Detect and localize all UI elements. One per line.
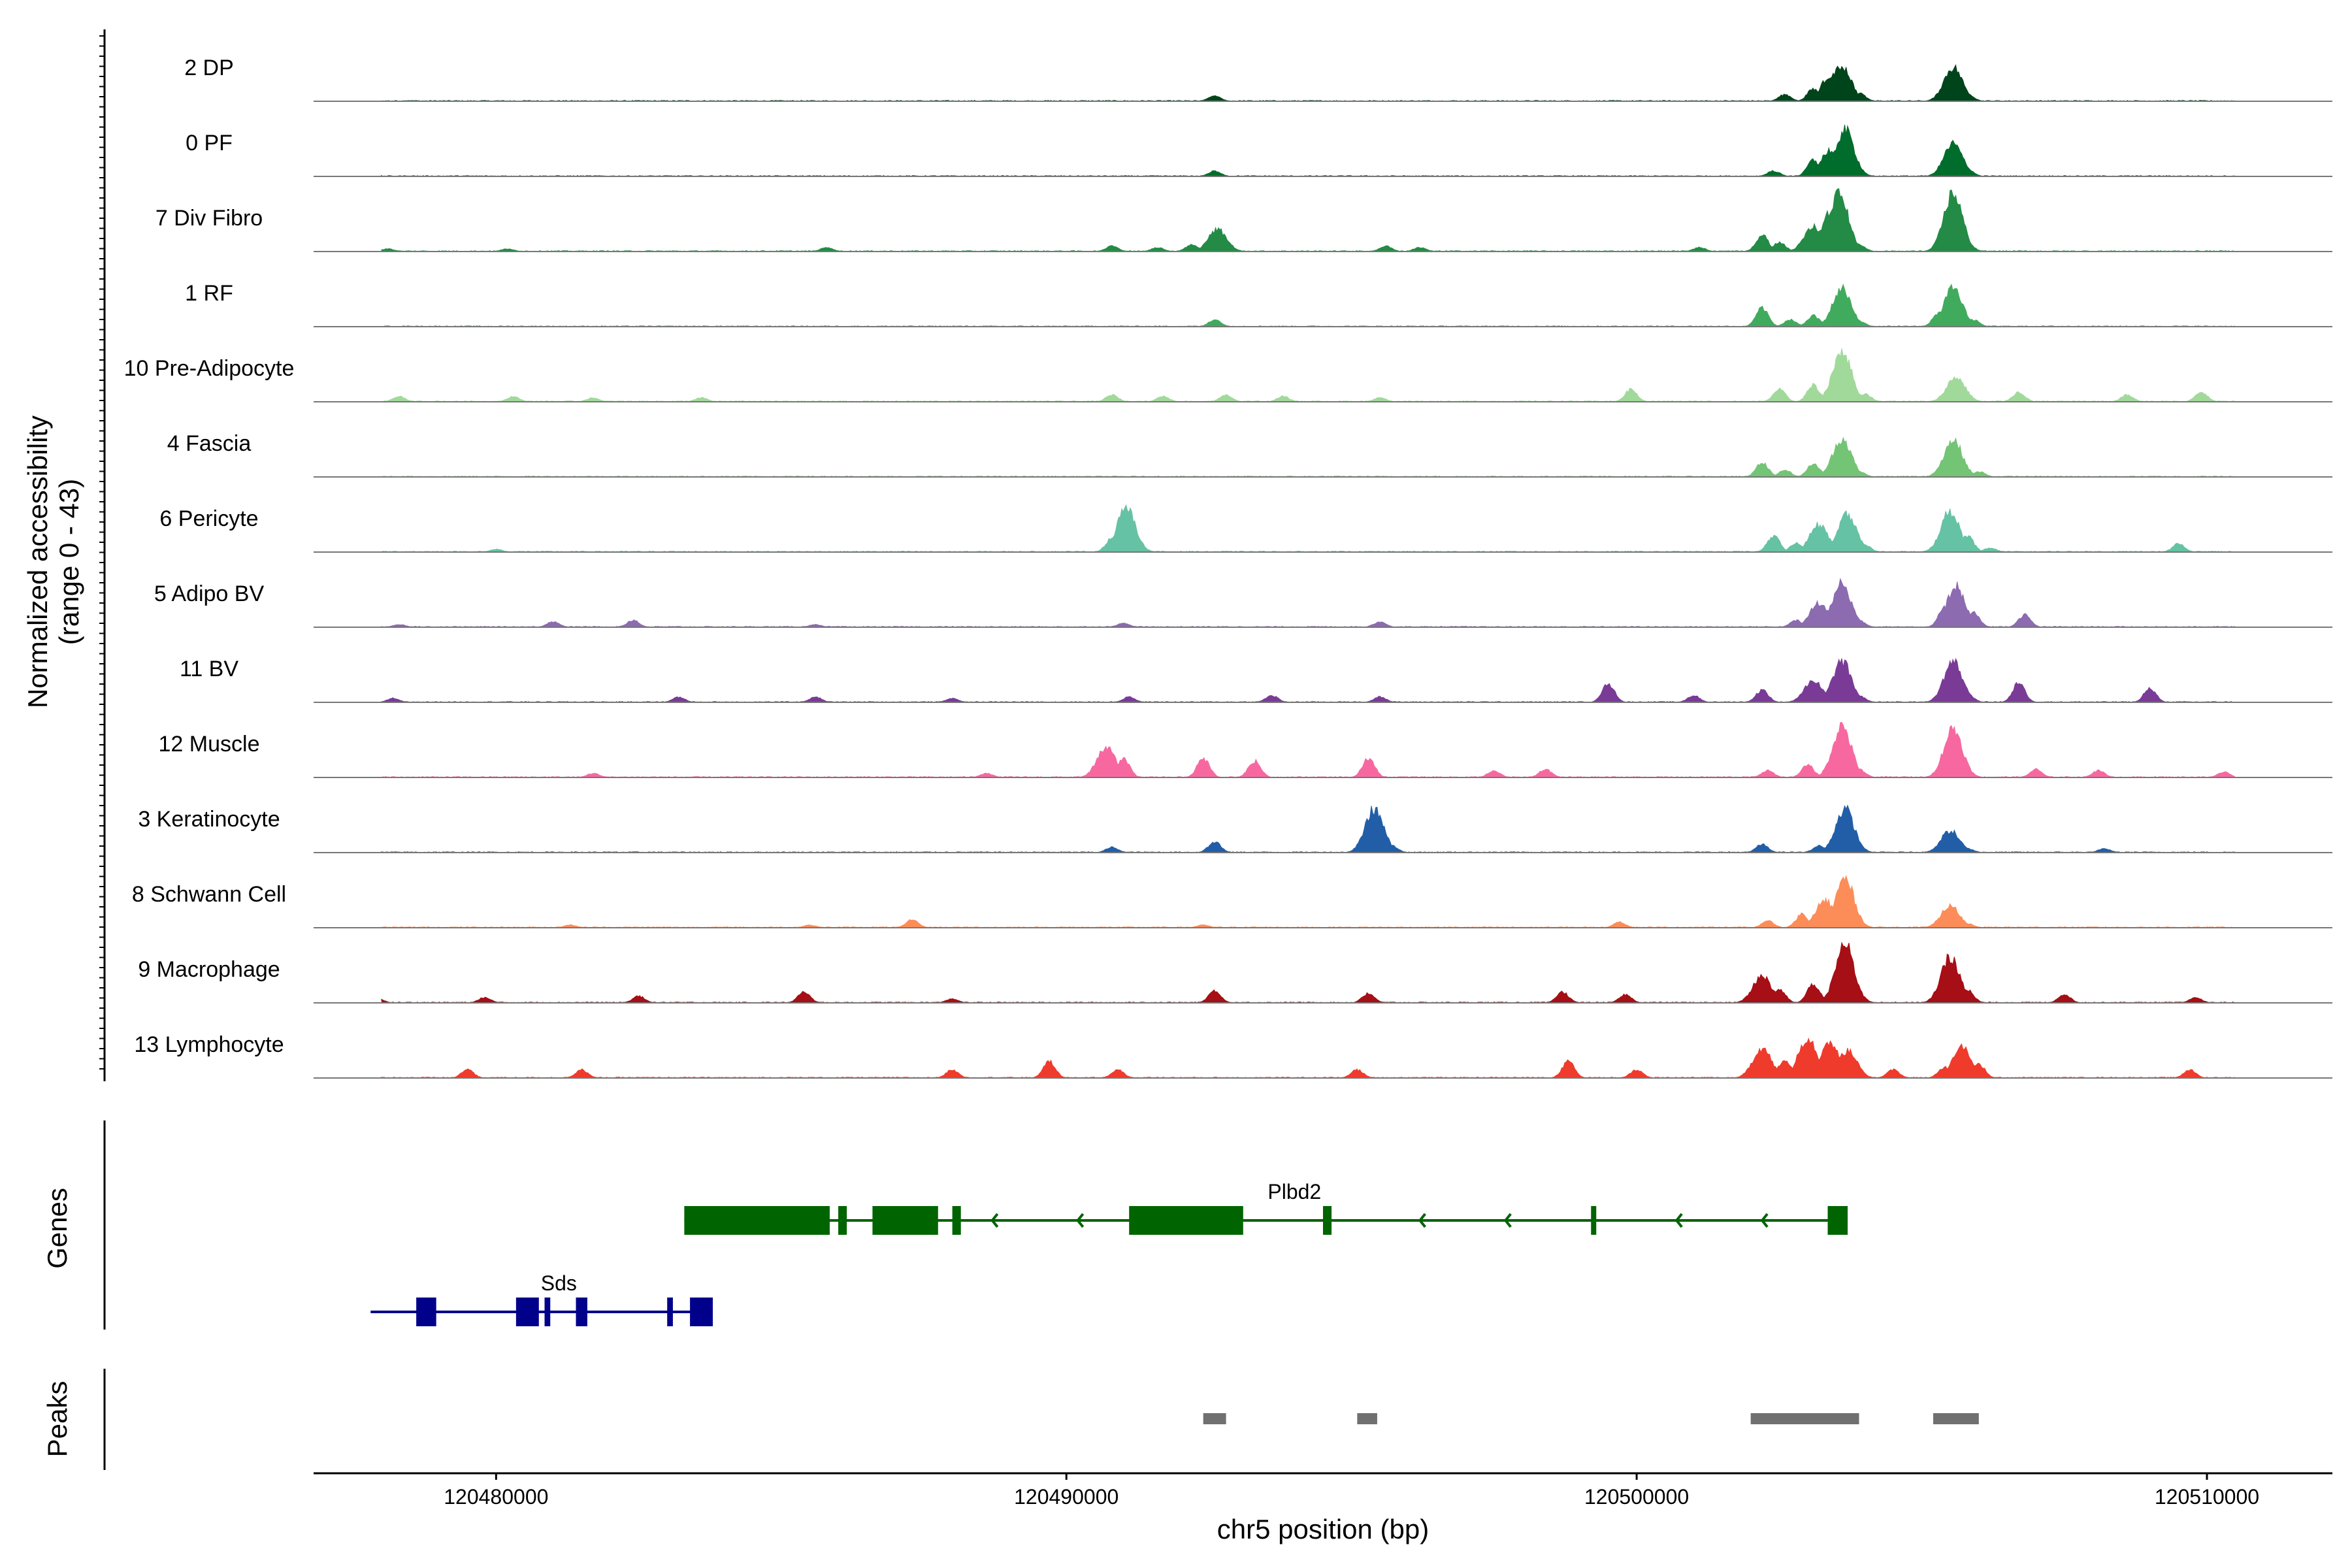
coverage-area: [381, 722, 2236, 778]
peak-bar: [1933, 1413, 1979, 1424]
x-tick-label: 120490000: [1014, 1485, 1119, 1509]
exon: [544, 1298, 551, 1326]
track-13-lymphocyte: 13 Lymphocyte: [134, 1032, 2332, 1079]
exon: [515, 1298, 539, 1326]
track-11-bv: 11 BV: [180, 657, 2332, 703]
coverage-area: [380, 804, 2237, 853]
track-label: 13 Lymphocyte: [134, 1032, 284, 1057]
exon: [667, 1298, 673, 1326]
track-6-pericyte: 6 Pericyte: [159, 504, 2332, 553]
track-label: 2 DP: [184, 56, 234, 80]
track-1-rf: 1 RF: [185, 281, 2332, 327]
peaks-panel-title: Peaks: [42, 1381, 73, 1458]
x-axis-title: chr5 position (bp): [1217, 1514, 1429, 1544]
y-axis-title: Normalized accessibility: [22, 416, 53, 708]
y-axis: [99, 29, 106, 1081]
coverage-area: [381, 188, 2236, 252]
strand-arrow: [1503, 1213, 1512, 1228]
peak-bar: [1203, 1413, 1226, 1424]
coverage-area: [380, 1037, 2237, 1079]
coverage-area: [381, 64, 2236, 102]
exon: [1591, 1206, 1597, 1235]
genes-panel-title: Genes: [42, 1188, 73, 1269]
strand-arrow: [990, 1213, 999, 1228]
coverage-area: [380, 504, 2236, 553]
gene-plbd2: Plbd2: [684, 1180, 1848, 1235]
coverage-area: [381, 284, 2237, 327]
track-10-pre-adipocyte: 10 Pre-Adipocyte: [124, 348, 2332, 402]
exon: [872, 1206, 938, 1235]
coverage-area: [380, 578, 2237, 628]
coverage-area: [380, 875, 2236, 928]
track-2-dp: 2 DP: [184, 56, 2332, 102]
x-tick-label: 120500000: [1584, 1485, 1689, 1509]
track-9-macrophage: 9 Macrophage: [138, 941, 2332, 1004]
track-label: 6 Pericyte: [159, 506, 258, 531]
track-label: 7 Div Fibro: [155, 206, 263, 231]
exon: [416, 1298, 436, 1326]
genes-panel: Plbd2 Sds: [103, 1120, 1848, 1330]
y-axis-range-label: (range 0 - 43): [54, 479, 84, 645]
track-7-div-fibro: 7 Div Fibro: [155, 188, 2332, 252]
exon: [684, 1206, 830, 1235]
track-8-schwann-cell: 8 Schwann Cell: [132, 875, 2332, 928]
track-3-keratinocyte: 3 Keratinocyte: [138, 804, 2332, 853]
exon: [838, 1206, 847, 1235]
coverage-area: [381, 941, 2236, 1004]
strand-arrow: [1674, 1213, 1683, 1228]
exon: [1827, 1206, 1848, 1235]
track-label: 12 Muscle: [159, 732, 260, 757]
track-12-muscle: 12 Muscle: [159, 722, 2332, 778]
track-4-fascia: 4 Fascia: [167, 431, 2332, 478]
track-label: 8 Schwann Cell: [132, 882, 286, 907]
exon: [1129, 1206, 1243, 1235]
track-label: 4 Fascia: [167, 431, 252, 456]
peaks-panel: [103, 1369, 1979, 1470]
track-label: 0 PF: [186, 131, 233, 155]
gene-name-label: Plbd2: [1267, 1180, 1321, 1203]
gene-name-label: Sds: [541, 1271, 577, 1295]
strand-arrow: [1076, 1213, 1085, 1228]
coverage-area: [380, 124, 2236, 177]
peak-bar: [1357, 1413, 1377, 1424]
strand-arrow: [1418, 1213, 1426, 1228]
x-tick-label: 120510000: [2155, 1485, 2259, 1509]
track-label: 10 Pre-Adipocyte: [124, 356, 295, 381]
peak-bar: [1750, 1413, 1859, 1424]
coverage-area: [381, 348, 2237, 402]
x-tick-label: 120480000: [444, 1485, 548, 1509]
x-axis: 120480000 120490000 120500000 120510000: [314, 1472, 2332, 1509]
gene-sds: Sds: [370, 1271, 713, 1326]
exon: [690, 1298, 713, 1326]
track-label: 1 RF: [185, 281, 233, 306]
strand-arrow: [1760, 1213, 1769, 1228]
track-0-pf: 0 PF: [186, 124, 2332, 177]
coverage-area: [380, 436, 2237, 478]
track-5-adipo-bv: 5 Adipo BV: [154, 578, 2332, 628]
coverage-tracks: 2 DP 0 PF 7 Div Fibro 1 RF 10 Pre-Adipocyte 4…: [124, 56, 2332, 1079]
track-label: 3 Keratinocyte: [138, 807, 280, 832]
track-label: 5 Adipo BV: [154, 581, 265, 606]
exon: [1323, 1206, 1332, 1235]
coverage-area: [380, 658, 2236, 703]
track-label: 9 Macrophage: [138, 957, 280, 982]
track-label: 11 BV: [180, 657, 238, 681]
exon: [576, 1298, 587, 1326]
exon: [952, 1206, 961, 1235]
